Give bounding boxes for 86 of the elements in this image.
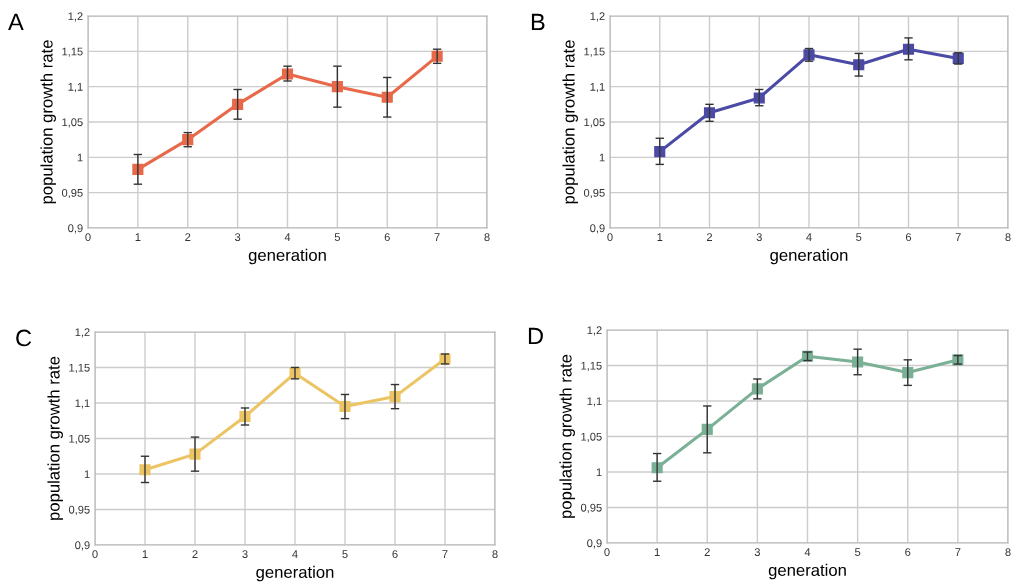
y-axis-title: population growth rate [562, 40, 578, 204]
y-tick-label: 1,2 [587, 326, 602, 336]
y-tick-label: 0,9 [587, 539, 602, 549]
y-tick-label: 1,05 [62, 118, 83, 128]
x-tick-label: 7 [434, 233, 440, 241]
x-tick-label: 1 [657, 233, 663, 241]
x-tick-label: 3 [754, 548, 760, 557]
point [852, 356, 864, 368]
point [902, 367, 914, 379]
point [751, 383, 763, 395]
point [654, 146, 666, 158]
y-tick-label: 1,1 [590, 83, 605, 93]
y-tick-label: 0,9 [75, 541, 90, 551]
y-tick-label: 1,05 [584, 118, 605, 128]
x-tick-label: 6 [905, 233, 912, 242]
x-tick-label: 3 [242, 550, 248, 559]
x-tick-label: 6 [392, 550, 398, 559]
x-tick-label: 7 [955, 548, 961, 556]
point [701, 423, 713, 435]
y-tick-label: 1,05 [69, 434, 90, 444]
point [753, 92, 765, 104]
x-tick-label: 1 [654, 548, 660, 556]
y-tick-label: 1 [596, 468, 602, 477]
y-axis-title: population growth rate [40, 40, 56, 204]
x-tick-label: 5 [334, 233, 340, 242]
y-axis-title: population growth rate [47, 356, 63, 520]
x-tick-label: 1 [135, 233, 141, 241]
y-tick-label: 0,95 [583, 188, 605, 199]
y-tick-label: 0,9 [590, 224, 605, 234]
x-axis-title: generation [770, 248, 848, 265]
y-tick-label: 1,15 [581, 361, 602, 371]
x-tick-label: 2 [704, 548, 710, 556]
x-tick-label: 2 [185, 233, 191, 241]
x-tick-label: 7 [955, 233, 961, 241]
x-tick-label: 1 [142, 550, 148, 558]
x-tick-label: 8 [484, 233, 490, 242]
point [853, 59, 865, 71]
y-tick-label: 0,95 [580, 503, 602, 513]
x-tick-label: 2 [192, 550, 198, 558]
x-tick-label: 6 [384, 233, 390, 242]
y-tick-label: 1,2 [75, 328, 90, 338]
x-tick-label: 0 [604, 548, 610, 557]
y-axis-title: population growth rate [559, 354, 575, 518]
y-tick-label: 1,15 [62, 47, 83, 57]
x-tick-label: 8 [1005, 233, 1011, 242]
chart-title: B [531, 13, 545, 31]
x-tick-label: 4 [806, 233, 812, 241]
x-tick-label: 4 [804, 548, 811, 556]
y-tick-label: 1,15 [69, 363, 90, 373]
y-tick-label: 1,05 [581, 432, 602, 442]
x-tick-label: 3 [234, 233, 241, 242]
y-tick-label: 1,2 [590, 12, 605, 22]
y-tick-label: 1 [84, 470, 90, 479]
x-axis-title: generation [768, 563, 846, 580]
x-tick-label: 8 [492, 550, 498, 559]
y-tick-label: 1,1 [75, 399, 90, 409]
x-tick-label: 8 [1005, 548, 1011, 557]
point [232, 98, 244, 110]
x-tick-label: 7 [442, 550, 448, 558]
y-tick-label: 1,2 [68, 12, 83, 22]
x-tick-label: 0 [92, 550, 98, 559]
x-tick-label: 4 [292, 550, 298, 558]
point [331, 81, 343, 93]
point [381, 91, 393, 103]
chart-title: C [16, 329, 32, 347]
y-tick-label: 1,1 [68, 83, 83, 93]
x-tick-label: 5 [854, 548, 861, 557]
x-tick-label: 4 [284, 233, 291, 241]
x-axis-title: generation [256, 565, 334, 582]
y-tick-label: 1 [77, 153, 83, 162]
x-tick-label: 5 [342, 550, 348, 559]
chart-title: D [528, 327, 543, 345]
x-tick-label: 3 [756, 233, 762, 242]
chart-title: A [8, 13, 24, 31]
y-tick-label: 0,95 [68, 505, 90, 515]
x-tick-label: 0 [85, 233, 91, 242]
x-axis-title: generation [248, 248, 326, 265]
x-tick-label: 5 [856, 233, 862, 242]
y-tick-label: 1 [599, 153, 605, 162]
x-tick-label: 2 [706, 233, 713, 241]
y-tick-label: 0,9 [68, 224, 83, 234]
x-tick-label: 6 [905, 548, 911, 557]
y-tick-label: 1,1 [587, 397, 602, 407]
y-tick-label: 1,15 [584, 47, 605, 57]
x-tick-label: 0 [607, 233, 613, 242]
y-tick-label: 0,95 [61, 188, 83, 199]
